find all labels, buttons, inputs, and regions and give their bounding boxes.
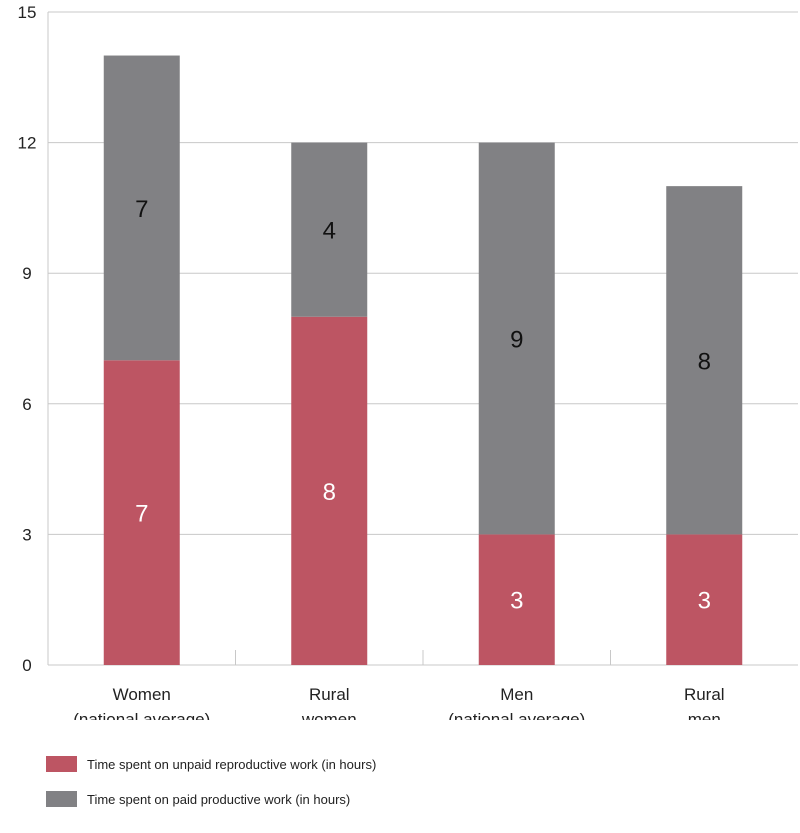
legend-item-unpaid: Time spent on unpaid reproductive work (…: [46, 755, 376, 773]
x-tick-label: Men (national average): [448, 685, 585, 720]
bar-segment: [666, 186, 743, 535]
bar-value-label: 7: [135, 196, 148, 223]
x-tick-label: Rural men: [684, 685, 725, 720]
bar-value-label: 8: [323, 479, 336, 506]
legend: Time spent on unpaid reproductive work (…: [46, 755, 376, 825]
bar-value-label: 7: [135, 501, 148, 528]
bar-segment: [291, 316, 368, 665]
y-tick-label: 15: [18, 3, 37, 22]
y-tick-label: 9: [22, 264, 31, 283]
y-tick-label: 6: [22, 395, 31, 414]
bar-segment: [478, 534, 555, 665]
x-tick-label: Women (national average): [73, 685, 210, 720]
bar-value-label: 3: [698, 588, 711, 615]
y-tick-label: 12: [18, 134, 37, 153]
legend-label-paid: Time spent on paid productive work (in h…: [87, 791, 351, 807]
x-tick-label: Rural women: [301, 685, 357, 720]
legend-swatch-paid: [46, 791, 77, 807]
bar-segment: [291, 142, 368, 317]
bar-segment: [103, 55, 180, 361]
bar-value-label: 9: [510, 327, 523, 354]
legend-label-unpaid: Time spent on unpaid reproductive work (…: [87, 756, 377, 772]
y-tick-label: 3: [22, 525, 31, 544]
y-tick-label: 0: [22, 656, 31, 675]
bar-value-label: 3: [510, 588, 523, 615]
x-axis: Women (national average) Rural women Men (nat…: [73, 650, 725, 720]
stacked-bar-chart: 0 3 6 9 12 15 7 7 8 4 3 9 3 8 Women (national average…: [18, 3, 798, 720]
bars: 7 7 8 4 3 9 3 8: [103, 55, 743, 665]
bar-segment: [103, 360, 180, 665]
legend-item-paid: Time spent on paid productive work (in h…: [46, 790, 376, 808]
bar-segment: [478, 142, 555, 535]
legend-swatch-unpaid: [46, 756, 77, 772]
bar-value-label: 8: [698, 348, 711, 375]
bar-segment: [666, 534, 743, 665]
bar-value-label: 4: [323, 218, 336, 245]
